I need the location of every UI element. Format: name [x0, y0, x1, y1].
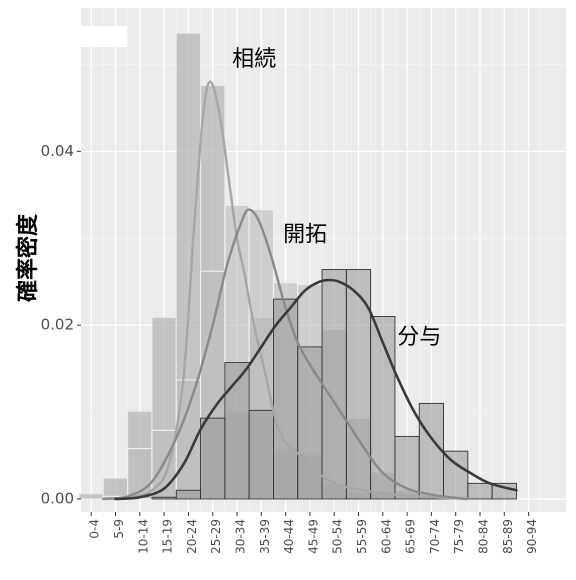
legend-blank-box	[81, 26, 127, 47]
x-tick-label: 65-69	[404, 519, 418, 554]
series-label-開拓: 開拓	[283, 223, 327, 248]
bar-分与-50-54	[321, 269, 347, 500]
y-tick-label: 0.00	[41, 489, 74, 507]
bar-分与-60-64	[370, 316, 396, 500]
x-tick-label: 85-89	[501, 519, 515, 554]
bar-分与-40-44	[273, 298, 299, 500]
bar-分与-15-19	[151, 496, 177, 500]
density-line-相続	[102, 80, 470, 501]
x-tick-label: 55-59	[355, 519, 369, 554]
bar-分与-75-79	[443, 450, 469, 500]
y-tick-label: 0.04	[41, 142, 74, 160]
y-tick-label: 0.02	[41, 316, 74, 334]
bar-分与-20-24	[175, 489, 201, 500]
x-tick-label: 80-84	[477, 519, 491, 554]
bar-分与-55-59	[345, 269, 372, 500]
x-tick-label: 40-44	[282, 519, 296, 554]
y-axis: 0.00 0.02 0.04	[41, 142, 81, 507]
x-tick-label: 35-39	[258, 519, 272, 554]
density-line-分与	[114, 278, 518, 501]
bar-分与-25-29	[200, 417, 226, 500]
bar-分与-45-49	[297, 346, 323, 500]
x-tick-label: 25-29	[209, 519, 223, 554]
x-tick-label: 30-34	[234, 519, 248, 554]
x-tick-label: 70-74	[428, 519, 442, 554]
x-tick-label: 75-79	[452, 519, 466, 554]
x-tick-label: 10-14	[136, 519, 150, 554]
x-axis: 0-4 5-9 10-14 15-19 20-24 25-29 30-34 35-39 40-4…	[88, 512, 539, 554]
bar-分与-70-74	[418, 402, 444, 500]
bar-分与-30-34	[224, 362, 250, 500]
x-tick-label: 60-64	[379, 519, 393, 554]
x-tick-label: 50-54	[331, 519, 345, 554]
x-tick-label: 45-49	[306, 519, 320, 554]
y-axis-title: 確率密度	[15, 213, 41, 302]
x-tick-label: 20-24	[185, 519, 199, 554]
x-tick-label: 15-19	[161, 519, 175, 554]
x-tick-label: 0-4	[88, 519, 102, 539]
bar-相続-0-4	[78, 493, 104, 500]
bar-分与-35-39	[248, 409, 274, 500]
x-tick-label: 5-9	[112, 519, 126, 539]
density-line-開拓	[102, 208, 470, 501]
series-label-分与: 分与	[397, 325, 441, 350]
bar-分与-80-84	[467, 482, 493, 500]
density-lines	[102, 80, 518, 501]
x-tick-label: 90-94	[525, 519, 539, 554]
series-label-相続: 相続	[232, 47, 276, 72]
